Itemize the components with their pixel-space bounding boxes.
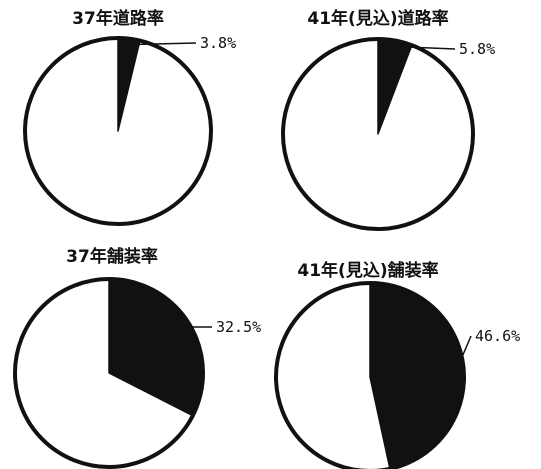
label-leader-line: [456, 335, 472, 368]
pie-slice-road-ratio: [377, 39, 413, 135]
chart-title: 41年(見込)舗装率: [297, 260, 438, 281]
pie-slice-paving-ratio: [369, 283, 464, 469]
data-label: 46.6%: [475, 327, 520, 345]
chart-title: 37年舗装率: [66, 246, 158, 267]
label-leader-line: [128, 42, 197, 46]
data-label: 32.5%: [216, 318, 261, 336]
pie-chart-paving-ratio-41: 41年(見込)舗装率 46.6%: [274, 260, 520, 469]
label-leader-line: [394, 45, 456, 50]
data-label: 3.8%: [200, 34, 236, 52]
chart-title: 37年道路率: [72, 8, 164, 29]
pie-slice-road-ratio: [117, 38, 141, 132]
pie-chart-paving-ratio-37: 37年舗装率 32.5%: [13, 246, 261, 469]
chart-title: 41年(見込)道路率: [307, 8, 448, 29]
pie-chart-road-ratio-37: 37年道路率 3.8%: [23, 8, 236, 226]
pie-chart-road-ratio-41: 41年(見込)道路率 5.8%: [281, 8, 495, 231]
pie-slice-paving-ratio: [108, 279, 203, 416]
data-label: 5.8%: [459, 40, 495, 58]
